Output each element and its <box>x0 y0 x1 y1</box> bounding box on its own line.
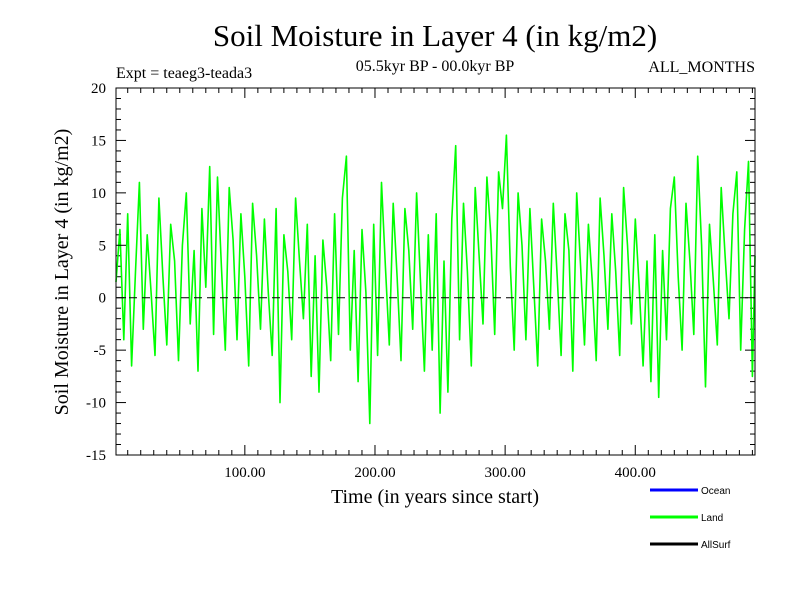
series-layer <box>115 134 756 425</box>
y-tick-label: 5 <box>99 238 107 254</box>
plot-frame <box>115 87 756 456</box>
chart-title: Soil Moisture in Layer 4 (in kg/m2) <box>213 18 657 53</box>
y-axis: -15 -10 -5 0 5 10 15 20 <box>86 81 755 464</box>
x-axis: 100.00 200.00 300.00 400.00 <box>224 88 656 481</box>
x-tick-label: 400.00 <box>615 465 656 481</box>
legend-label-ocean: Ocean <box>701 486 730 497</box>
legend-label-allsurf: AllSurf <box>701 540 731 551</box>
y-tick-label: 15 <box>91 133 106 149</box>
y-tick-label: -5 <box>94 343 107 359</box>
y-tick-label: -10 <box>86 396 106 412</box>
x-axis-label: Time (in years since start) <box>331 486 539 508</box>
y-axis-label: Soil Moisture in Layer 4 (in kg/m2) <box>51 129 73 416</box>
legend: Ocean Land AllSurf <box>650 486 731 551</box>
y-tick-label: -15 <box>86 448 106 464</box>
plot-area <box>116 88 755 455</box>
y-tick-label: 10 <box>91 186 106 202</box>
series-line-land <box>115 134 756 425</box>
period-label: 05.5kyr BP - 00.0kyr BP <box>356 58 515 75</box>
x-tick-label: 100.00 <box>224 465 265 481</box>
months-label: ALL_MONTHS <box>648 59 755 76</box>
y-tick-label: 20 <box>91 81 106 97</box>
x-tick-label: 300.00 <box>485 465 526 481</box>
legend-label-land: Land <box>701 513 723 524</box>
experiment-label: Expt = teaeg3-teada3 <box>116 65 252 82</box>
x-tick-label: 200.00 <box>354 465 395 481</box>
y-tick-label: 0 <box>99 291 107 307</box>
